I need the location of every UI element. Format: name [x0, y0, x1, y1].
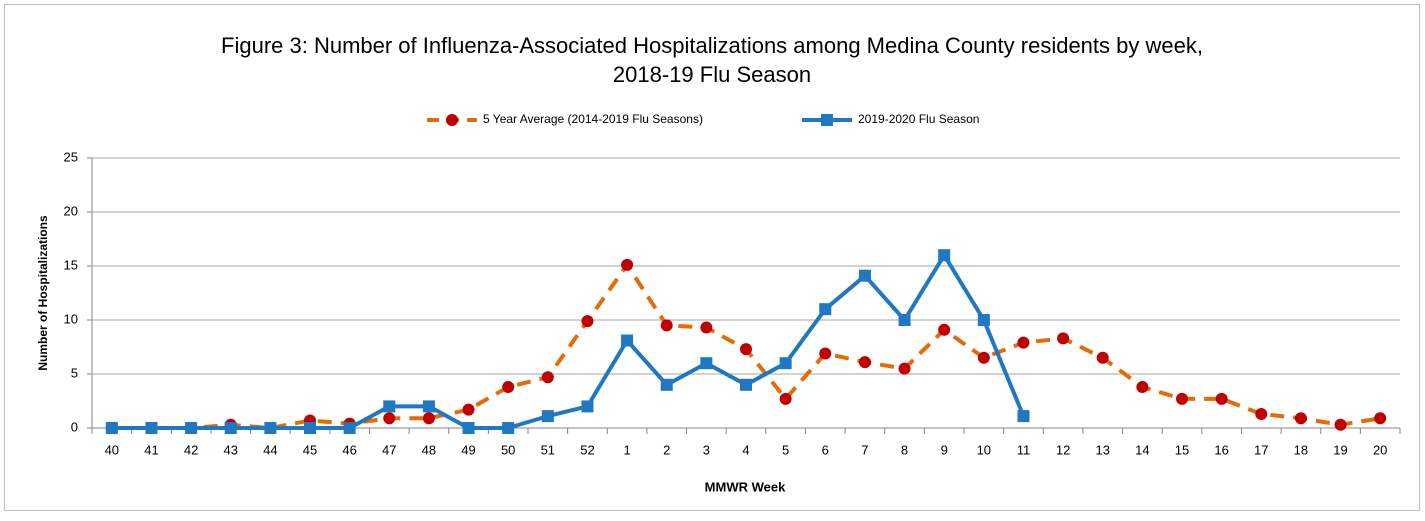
x-tick-label: 10 [977, 442, 991, 457]
data-point [581, 400, 594, 413]
x-axis-label: MMWR Week [705, 479, 786, 494]
data-point [819, 303, 832, 316]
x-tick-label: 3 [703, 442, 710, 457]
data-point [304, 422, 316, 434]
data-point [343, 422, 356, 434]
data-point [1255, 407, 1268, 420]
x-tick-label: 43 [223, 442, 237, 457]
data-point [700, 321, 713, 334]
data-point [740, 343, 752, 356]
x-tick-label: 17 [1254, 442, 1268, 457]
chart-title: Figure 3: Number of Influenza-Associated… [221, 33, 1203, 58]
x-tick-label: 19 [1333, 442, 1347, 457]
data-point [145, 422, 158, 434]
data-point [779, 392, 792, 405]
data-point [105, 422, 118, 434]
data-point [1057, 332, 1070, 345]
x-tick-label: 51 [541, 442, 555, 457]
x-tick-label: 18 [1294, 442, 1308, 457]
x-tick-label: 49 [461, 442, 475, 457]
x-tick-label: 9 [941, 442, 948, 457]
data-point [740, 378, 752, 391]
data-point [660, 378, 673, 391]
data-point [581, 315, 594, 328]
data-point [700, 357, 713, 370]
y-tick-label: 0 [71, 419, 78, 434]
x-tick-label: 13 [1095, 442, 1109, 457]
data-point [1136, 380, 1149, 393]
data-point [541, 371, 554, 384]
data-point [779, 357, 792, 370]
data-point [1294, 412, 1307, 425]
data-point [462, 422, 475, 434]
data-point [977, 351, 990, 364]
y-tick-label: 5 [71, 365, 78, 380]
data-point [898, 362, 911, 375]
data-point [224, 422, 237, 434]
data-point [621, 258, 634, 271]
y-tick-label: 25 [64, 149, 78, 164]
data-point [1017, 336, 1030, 349]
legend-label: 2019-2020 Flu Season [858, 112, 979, 126]
data-point [938, 249, 951, 262]
chart-title: 2018-19 Flu Season [613, 62, 811, 87]
data-point [1374, 412, 1387, 425]
legend-marker [446, 114, 458, 126]
x-tick-label: 5 [782, 442, 789, 457]
data-point [977, 314, 990, 326]
data-point [1215, 392, 1228, 405]
data-point [502, 422, 515, 434]
data-point [422, 412, 435, 425]
data-point [383, 400, 396, 413]
data-point [541, 410, 554, 423]
x-tick-label: 20 [1373, 442, 1387, 457]
x-tick-label: 41 [144, 442, 158, 457]
x-tick-label: 4 [742, 442, 749, 457]
x-tick-label: 14 [1135, 442, 1149, 457]
x-tick-label: 50 [501, 442, 515, 457]
data-point [185, 422, 198, 434]
x-tick-label: 2 [663, 442, 670, 457]
x-tick-label: 47 [382, 442, 396, 457]
data-point [1176, 392, 1188, 405]
series-line [111, 253, 1026, 430]
x-tick-label: 6 [822, 442, 829, 457]
x-tick-label: 42 [184, 442, 198, 457]
data-point [858, 269, 871, 282]
y-tick-label: 20 [64, 203, 78, 218]
x-tick-label: 40 [105, 442, 119, 457]
data-point [1017, 410, 1030, 423]
x-tick-label: 7 [861, 442, 868, 457]
data-point [502, 380, 515, 393]
x-tick-label: 12 [1056, 442, 1070, 457]
data-point [264, 422, 277, 434]
data-point [858, 356, 871, 369]
x-tick-label: 8 [901, 442, 908, 457]
x-tick-label: 15 [1175, 442, 1189, 457]
y-tick-label: 15 [64, 257, 78, 272]
data-point [1334, 418, 1347, 431]
legend-label: 5 Year Average (2014-2019 Flu Seasons) [483, 112, 703, 126]
data-point [621, 334, 634, 347]
x-tick-label: 11 [1017, 442, 1031, 457]
y-axis-label: Number of Hospitalizations [36, 215, 50, 371]
data-point [422, 400, 435, 413]
data-point [1096, 351, 1109, 364]
x-tick-label: 16 [1214, 442, 1228, 457]
data-point [462, 403, 475, 416]
y-tick-label: 10 [64, 311, 78, 326]
legend-marker [821, 114, 833, 126]
data-point [898, 314, 911, 326]
x-tick-label: 44 [263, 442, 277, 457]
x-tick-label: 52 [580, 442, 594, 457]
data-point [938, 323, 951, 336]
x-tick-label: 45 [303, 442, 317, 457]
x-tick-label: 46 [342, 442, 356, 457]
x-tick-label: 48 [422, 442, 436, 457]
x-tick-label: 1 [623, 442, 630, 457]
data-point [660, 319, 673, 332]
data-point [383, 412, 396, 425]
data-point [819, 347, 832, 360]
